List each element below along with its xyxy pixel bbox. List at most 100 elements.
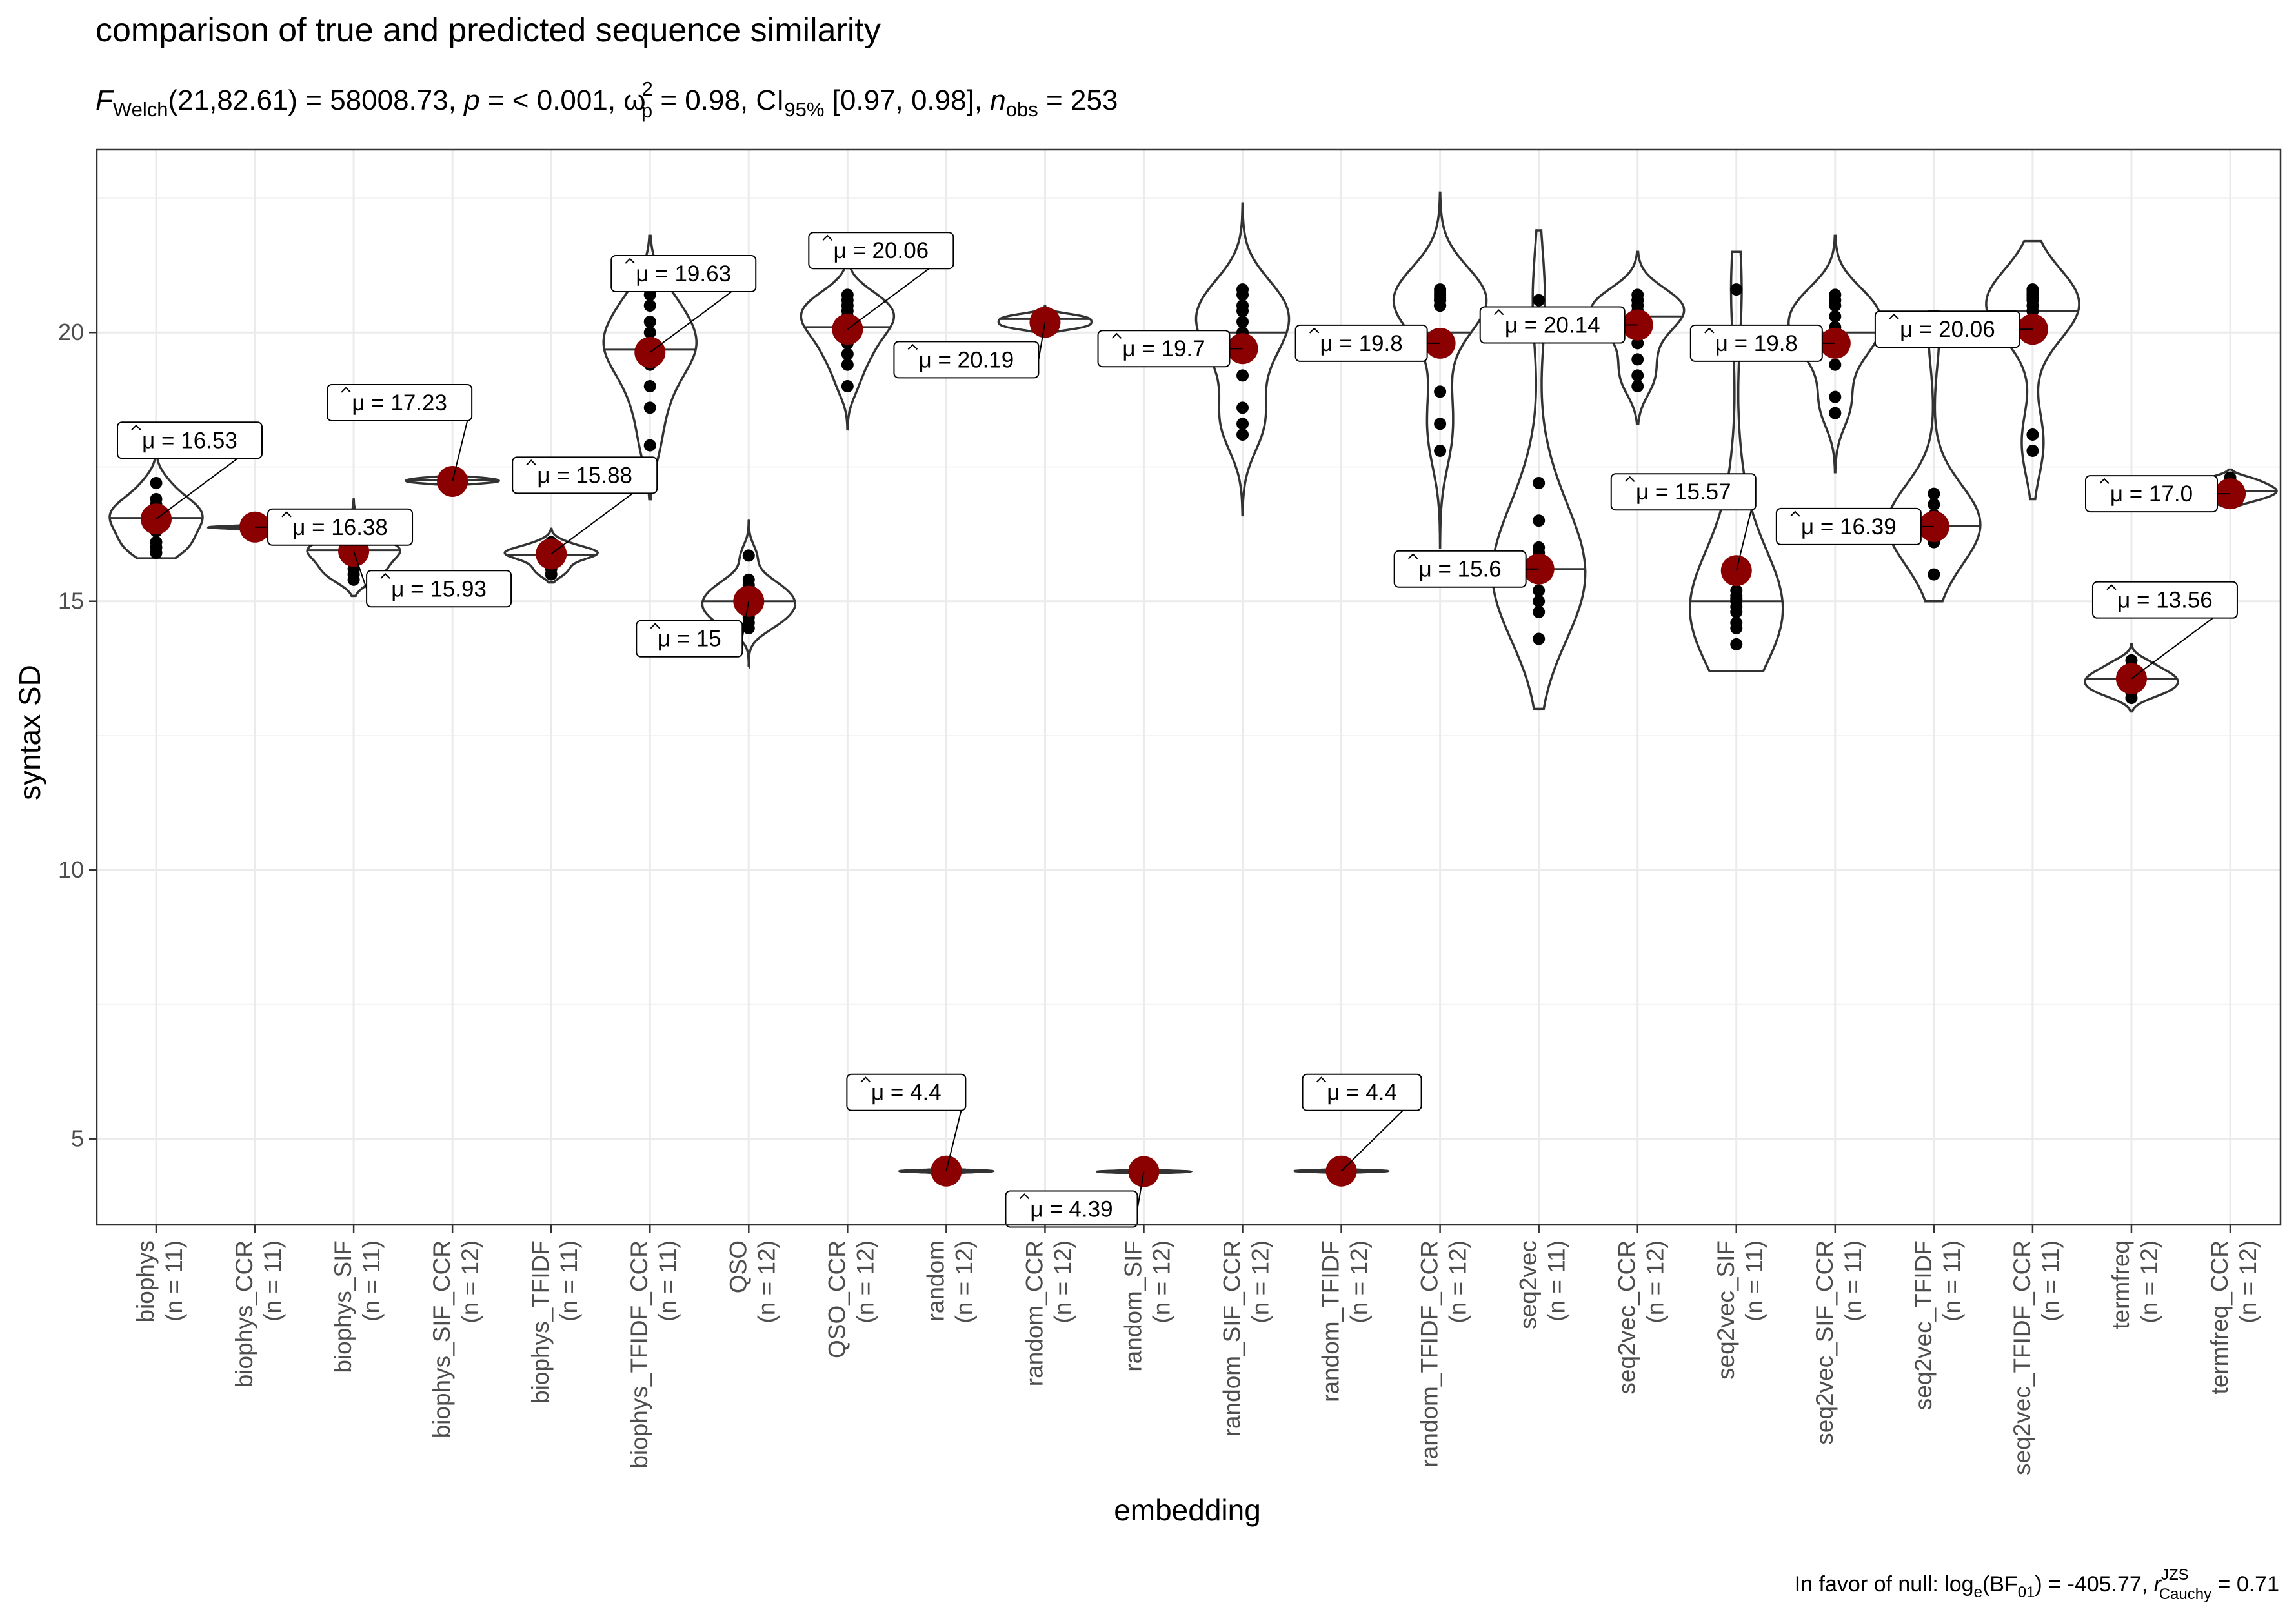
- data-point: [1730, 605, 1743, 618]
- data-point: [1434, 444, 1447, 457]
- caption: In favor of null: loge(BF01) = -405.77, …: [1795, 1566, 2279, 1603]
- data-point: [1730, 592, 1743, 605]
- x-tick-label-random_SIF: random_SIF: [1120, 1240, 1146, 1372]
- mean-label-box: [610, 255, 757, 293]
- mean-label-box: [1393, 550, 1527, 588]
- mean-label-random: μ = 4.4: [871, 1080, 942, 1105]
- data-point: [2125, 692, 2138, 705]
- chart-title: comparison of true and predicted sequenc…: [96, 12, 881, 49]
- violin-random_CCR: [997, 304, 1093, 337]
- x-tick-group: QSO_CCR (n = 12): [823, 1240, 878, 1358]
- x-tick-group: seq2vec_CCR (n = 12): [1614, 1240, 1669, 1395]
- data-point: [1928, 487, 1940, 500]
- subtitle-n-sub: obs: [1006, 98, 1038, 121]
- x-tick-n-biophys: (n = 11): [161, 1240, 187, 1322]
- y-axis-title: syntax SD: [13, 665, 46, 800]
- violin-biophys_TFIDF_CCR: [602, 234, 698, 501]
- mean-label-random_TFIDF: μ = 4.4: [1327, 1080, 1397, 1105]
- x-tick-n-seq2vec_SIF: (n = 11): [1741, 1240, 1767, 1322]
- x-tick-group: seq2vec (n = 11): [1515, 1240, 1570, 1329]
- x-tick-n-seq2vec_CCR: (n = 12): [1642, 1240, 1669, 1324]
- data-point: [1236, 288, 1249, 301]
- data-point: [1631, 353, 1644, 366]
- data-point: [150, 547, 163, 559]
- mean-label-box: [1874, 310, 2020, 348]
- data-point: [841, 358, 854, 371]
- mean-hat-icon: [526, 459, 536, 466]
- x-tick-group: biophys (n = 11): [132, 1240, 187, 1323]
- y-axis-ticks: 5 10 15 20: [58, 319, 97, 1152]
- data-point: [1533, 605, 1546, 618]
- mean-label-box: [366, 570, 512, 608]
- x-tick-label-random_TFIDF: random_TFIDF: [1318, 1240, 1344, 1402]
- caption-e-sub: e: [1974, 1584, 1982, 1601]
- violin-random_TFIDF_CCR: [1392, 191, 1488, 549]
- mean-hat-icon: [341, 387, 351, 393]
- data-point: [1730, 283, 1743, 296]
- mean-label-termfreq_CCR: μ = 17.0: [2110, 481, 2193, 507]
- mean-label-leader: [1136, 1171, 1145, 1209]
- mean-hat-icon: [625, 257, 635, 264]
- subtitle-n-symbol: n: [990, 85, 1005, 116]
- x-tick-label-random_SIF_CCR: random_SIF_CCR: [1219, 1240, 1245, 1437]
- x-tick-group: seq2vec_SIF_CCR (n = 11): [1811, 1240, 1866, 1445]
- caption-r-sup: JZS: [2161, 1566, 2189, 1584]
- data-point: [841, 348, 854, 361]
- mean-label-biophys_TFIDF: μ = 15.88: [537, 463, 632, 488]
- mean-label-box: [808, 232, 954, 270]
- mean-label-seq2vec_SIF_CCR: μ = 19.8: [1715, 331, 1798, 356]
- data-point: [643, 326, 656, 339]
- data-point: [1533, 476, 1546, 489]
- mean-label-box: [1097, 330, 1231, 368]
- mean-label-box: [636, 620, 743, 658]
- subtitle-omega-sup: 2: [642, 77, 653, 100]
- caption-prefix: In favor of null: log: [1795, 1572, 1974, 1597]
- mean-label-termfreq: μ = 13.56: [2117, 588, 2213, 613]
- mean-label-box: [1005, 1190, 1138, 1228]
- subtitle-omega-text: = 0.98, CI: [652, 85, 784, 116]
- x-tick-label-biophys_SIF: biophys_SIF: [330, 1240, 356, 1373]
- mean-hat-icon: [1889, 313, 1899, 319]
- mean-hat-icon: [1494, 309, 1504, 316]
- violin-termfreq: [2084, 643, 2179, 713]
- data-point: [1236, 369, 1249, 382]
- data-point: [1829, 358, 1842, 371]
- x-tick-n-random_SIF_CCR: (n = 12): [1247, 1240, 1274, 1324]
- data-point: [643, 299, 656, 312]
- data-point: [347, 573, 360, 586]
- subtitle-omega-symbol: ω: [623, 85, 645, 116]
- x-tick-label-seq2vec: seq2vec: [1515, 1240, 1542, 1329]
- subtitle-n-text: = 253: [1038, 85, 1118, 116]
- mean-label-biophys_SIF: μ = 15.93: [391, 576, 487, 601]
- data-point: [2026, 444, 2039, 457]
- subtitle-omega-sub: p: [641, 99, 652, 122]
- data-point: [2026, 291, 2039, 304]
- mean-label-box: [1689, 324, 1823, 362]
- mean-label-box: [1294, 324, 1428, 362]
- data-point: [2026, 428, 2039, 441]
- mean-label-leader: [741, 601, 750, 639]
- y-tick-label: 15: [58, 588, 84, 614]
- mean-label-box: [327, 383, 473, 421]
- x-tick-n-termfreq: (n = 12): [2136, 1240, 2162, 1324]
- x-tick-label-seq2vec_SIF_CCR: seq2vec_SIF_CCR: [1811, 1240, 1838, 1445]
- mean-label-random_CCR: μ = 20.19: [919, 347, 1014, 372]
- mean-label-box: [2091, 581, 2238, 619]
- mean-label-box: [846, 1073, 967, 1111]
- x-tick-label-biophys_SIF_CCR: biophys_SIF_CCR: [428, 1240, 455, 1438]
- data-point: [643, 380, 656, 393]
- x-tick-group: random_SIF (n = 12): [1120, 1240, 1174, 1372]
- caption-bf-sub: 01: [2018, 1584, 2035, 1601]
- mean-label-QSO: μ = 15: [658, 627, 721, 652]
- mean-label-biophys: μ = 16.53: [142, 428, 237, 453]
- mean-label-random_SIF_CCR: μ = 19.7: [1122, 336, 1205, 361]
- mean-hat-icon: [1704, 327, 1715, 334]
- mean-hat-icon: [1019, 1193, 1030, 1200]
- data-point: [150, 492, 163, 505]
- caption-r-text: = 0.71: [2211, 1572, 2279, 1597]
- x-tick-label-termfreq_CCR: termfreq_CCR: [2206, 1240, 2233, 1395]
- x-tick-group: random_SIF_CCR (n = 12): [1219, 1240, 1274, 1437]
- data-point: [1928, 568, 1940, 581]
- mean-label-biophys_CCR: μ = 16.38: [292, 515, 388, 540]
- x-tick-group: random_CCR (n = 12): [1021, 1240, 1076, 1386]
